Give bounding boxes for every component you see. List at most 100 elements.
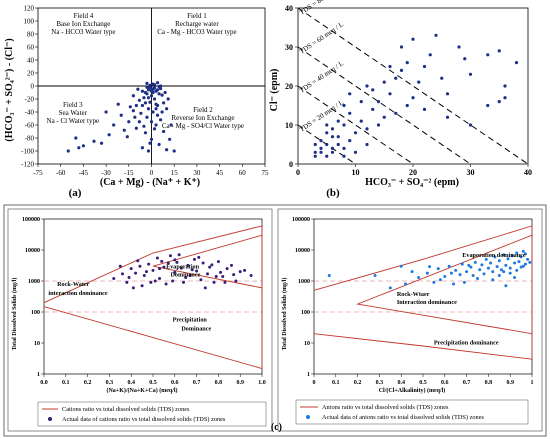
data-point [146,107,151,111]
boundary-upper [43,225,263,304]
data-point [330,135,335,139]
y-tick-label: 40 [285,4,293,13]
y-tick-label: -20 [25,96,35,104]
data-point [155,88,160,92]
y-tick-label: 20 [285,82,293,91]
data-point [138,264,142,268]
data-point [149,280,153,284]
data-point [457,45,461,49]
data-point [112,123,116,127]
data-point [143,131,148,135]
data-point [153,279,157,283]
data-point [445,92,450,96]
data-point [313,154,317,158]
x-tick-label: 1.0 [258,380,266,386]
data-point [504,284,508,288]
data-point [405,61,409,65]
data-point [495,265,499,269]
x-tick-label: -45 [79,169,89,177]
data-point [330,127,335,131]
data-point [521,249,525,253]
data-point [399,264,403,268]
data-point [348,111,352,115]
data-point [155,113,160,117]
field-label: Base Ion Exchange [56,20,110,28]
data-point [388,286,392,290]
x-tick-label: 0.5 [419,380,427,386]
data-point [199,278,203,282]
x-tick-label: 0.8 [485,380,493,386]
x-tick-label: -30 [101,169,111,177]
data-point [486,266,490,270]
data-point [99,141,104,145]
y-tick-label: -80 [25,135,35,143]
y-tick-label: 40 [27,57,35,65]
data-point [160,93,164,97]
chart-gibbs-anions-xlabel: Cl/(Cl+Alkalinity) (meq/l) [379,387,446,394]
data-point [145,92,149,96]
data-point [238,270,242,274]
data-point [513,261,517,265]
data-point [478,268,482,272]
data-point [469,265,473,269]
field-label: Ca - Mg - HCO3 Water type [157,28,236,36]
data-point [160,259,164,263]
y-tick-label: 100000 [292,217,310,223]
data-point [353,131,358,135]
data-point [125,135,129,139]
data-point [438,278,442,282]
data-point [486,53,490,57]
data-point [336,142,340,147]
data-point [128,105,132,109]
data-point [330,146,335,150]
data-point [139,111,143,115]
data-point [163,90,167,95]
data-point [140,146,145,150]
data-point [142,274,146,278]
data-point [319,139,323,143]
data-point [127,275,131,279]
data-point [468,123,473,127]
data-point [158,277,162,281]
y-tick-label: 100 [31,310,40,316]
data-point [151,82,155,86]
data-point [165,148,169,152]
data-point [151,268,155,272]
data-point [136,87,140,91]
data-point [221,274,225,278]
data-point [467,263,471,267]
data-point [313,150,317,154]
legend-dot-swatch [48,417,52,421]
data-point [382,80,386,84]
chart-b-ylabel: Cl⁻ (epm) [269,69,280,112]
boundary-inner [152,234,263,289]
x-tick-label: 0.6 [171,380,179,386]
data-point [382,115,386,119]
data-point [77,146,81,150]
field-label: Recharge water [175,20,219,28]
y-tick-label: 0 [31,83,35,91]
x-tick-label: -60 [56,169,66,177]
boundary-lower [43,306,263,369]
data-point [190,268,194,272]
data-point [131,109,135,113]
x-tick-label: 0.4 [397,380,405,386]
data-point [145,85,149,89]
x-tick-label: -75 [33,169,43,177]
data-point [376,100,381,104]
data-point [526,257,530,261]
x-tick-label: 0.4 [127,380,135,386]
data-point [206,272,209,276]
data-point [342,154,346,158]
y-tick-label: 10000 [295,248,310,254]
chart-gibbs-cations-frame [7,208,273,432]
data-point [119,113,123,117]
data-point [422,64,427,69]
x-tick-label: 0.8 [215,380,223,386]
data-point [214,274,218,278]
chart-b-xlabel: HCO₃⁻ + SO₄⁻² (epm) [365,177,459,188]
data-point [136,259,140,263]
x-tick-label: 0.0 [40,380,48,386]
y-tick-label: 0 [289,160,293,169]
x-tick-label: 0.2 [354,380,362,386]
